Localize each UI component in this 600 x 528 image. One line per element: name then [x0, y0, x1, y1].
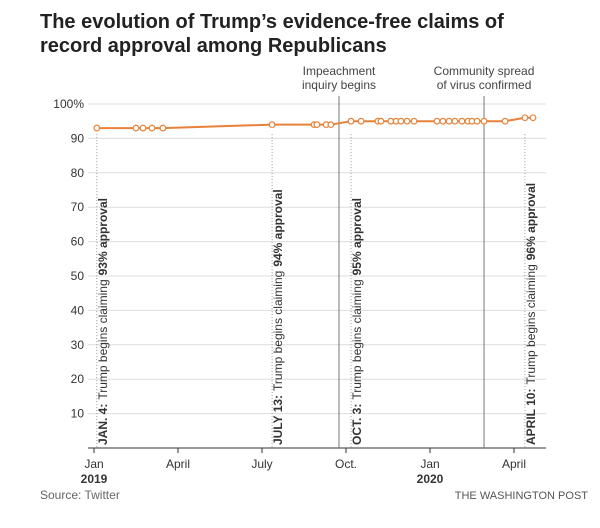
- y-tick-label: 10: [71, 407, 85, 421]
- annotation-emphasis: 95% approval: [350, 198, 364, 275]
- annotation: JAN. 4: Trump begins claiming 93% approval: [96, 198, 110, 445]
- annotation-label: JULY 13:: [271, 395, 285, 445]
- data-point: [403, 117, 411, 125]
- x-tick-label: April: [502, 457, 526, 471]
- data-point: [433, 117, 441, 125]
- year-label: 2020: [417, 472, 444, 486]
- data-point: [347, 117, 355, 125]
- data-point: [377, 117, 385, 125]
- x-tick-label: Jan: [84, 457, 103, 471]
- y-tick-label: 40: [71, 303, 85, 317]
- data-point: [445, 117, 453, 125]
- annotation-text: Trump begins claiming: [96, 279, 110, 399]
- x-tick-label: Oct.: [335, 457, 357, 471]
- data-point: [410, 117, 418, 125]
- annotation-text: Trump begins claiming: [350, 279, 364, 399]
- y-tick-label: 60: [71, 235, 85, 249]
- annotation-emphasis: 94% approval: [271, 189, 285, 266]
- data-point: [148, 124, 156, 132]
- data-point: [313, 121, 321, 129]
- data-point: [521, 114, 529, 122]
- data-point: [529, 114, 537, 122]
- y-tick-label: 50: [71, 269, 85, 283]
- data-point: [397, 117, 405, 125]
- data-point: [473, 117, 481, 125]
- data-point: [268, 121, 276, 129]
- event-label: Impeachment: [303, 64, 376, 78]
- x-tick-label: April: [166, 457, 190, 471]
- data-point: [501, 117, 509, 125]
- y-tick-label: 100%: [53, 97, 84, 111]
- data-point: [357, 117, 365, 125]
- x-tick-label: July: [251, 457, 272, 471]
- chart-title: The evolution of Trump’s evidence-free c…: [40, 11, 504, 33]
- y-tick-label: 20: [71, 372, 85, 386]
- y-tick-label: 90: [71, 131, 85, 145]
- event-label: inquiry begins: [302, 78, 376, 92]
- annotation-label: APRIL 10:: [524, 389, 538, 445]
- annotation-label: JAN. 4:: [96, 404, 110, 445]
- chart-title: record approval among Republicans: [40, 35, 387, 57]
- y-tick-label: 80: [71, 166, 85, 180]
- year-label: 2019: [81, 472, 108, 486]
- data-point: [139, 124, 147, 132]
- event-label: Community spread: [434, 64, 535, 78]
- y-tick-label: 70: [71, 200, 85, 214]
- data-point: [458, 117, 466, 125]
- data-point: [159, 124, 167, 132]
- data-point: [93, 124, 101, 132]
- source: Source: Twitter: [40, 488, 120, 502]
- credit: THE WASHINGTON POST: [455, 490, 589, 502]
- data-point: [327, 121, 335, 129]
- annotation: OCT. 3: Trump begins claiming 95% approval: [350, 198, 364, 445]
- data-point: [439, 117, 447, 125]
- data-point: [480, 117, 488, 125]
- annotation: APRIL 10: Trump begins claiming 96% approv…: [524, 183, 538, 445]
- x-tick-label: Jan: [420, 457, 439, 471]
- event-label: of virus confirmed: [437, 78, 532, 92]
- annotation-text: Trump begins claiming: [271, 271, 285, 391]
- annotation-text: Trump begins claiming: [524, 264, 538, 384]
- data-point: [451, 117, 459, 125]
- annotation-label: OCT. 3:: [350, 404, 364, 445]
- annotation: JULY 13: Trump begins claiming 94% approva…: [271, 189, 285, 445]
- annotation-emphasis: 93% approval: [96, 198, 110, 275]
- data-point: [132, 124, 140, 132]
- annotation-emphasis: 96% approval: [524, 183, 538, 260]
- y-tick-label: 30: [71, 338, 85, 352]
